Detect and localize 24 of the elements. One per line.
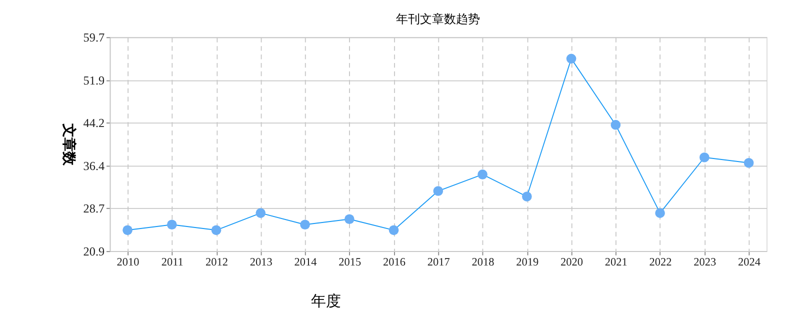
x-tick-label: 2021: [604, 256, 628, 269]
y-tick-label: 59.7: [83, 30, 105, 44]
x-tick-label: 2019: [516, 256, 540, 269]
x-tick-label: 2014: [294, 256, 318, 269]
x-axis-title: 年度: [311, 292, 342, 310]
x-tick-label: 2010: [116, 256, 140, 269]
chart-title: 年刊文章数趋势: [396, 12, 480, 26]
x-tick-label: 2015: [338, 256, 362, 269]
y-tick-label: 51.9: [83, 73, 105, 88]
x-tick-label: 2011: [161, 256, 184, 269]
x-tick-label: 2022: [649, 256, 672, 269]
x-tick-label: 2023: [694, 256, 717, 269]
x-tick-label: 2020: [560, 256, 584, 269]
x-tick-label: 2016: [383, 256, 406, 269]
x-tick-label: 2017: [427, 256, 450, 269]
y-tick-label: 36.4: [83, 158, 105, 173]
y-tick-label: 28.7: [83, 201, 105, 216]
y-axis-title: 文章数: [60, 122, 78, 167]
y-tick-label: 44.2: [83, 116, 105, 130]
x-tick-label: 2012: [205, 256, 228, 269]
x-tick-label: 2013: [250, 256, 273, 269]
y-tick-label: 20.9: [83, 244, 105, 258]
x-tick-label: 2024: [738, 256, 761, 269]
x-tick-label: 2018: [472, 256, 495, 269]
